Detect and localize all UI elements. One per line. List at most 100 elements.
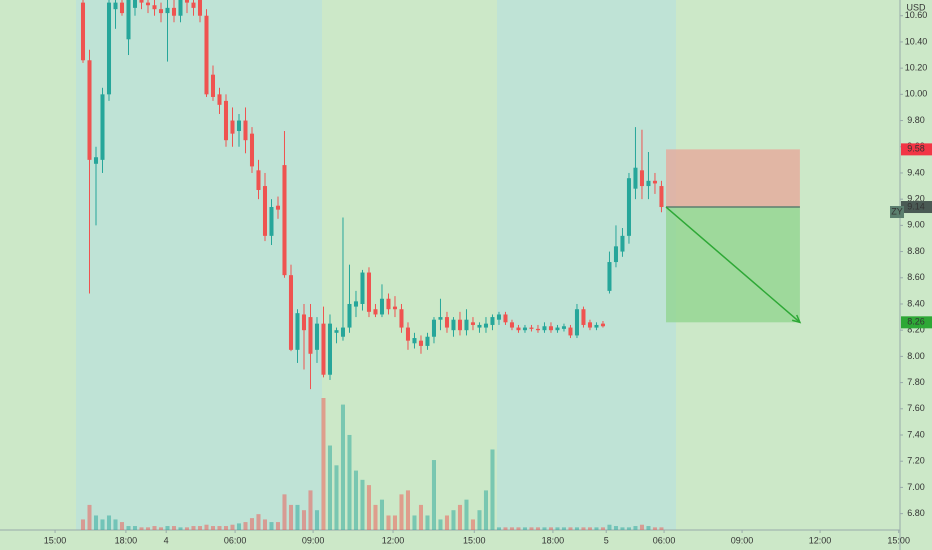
candle-body bbox=[490, 317, 495, 325]
x-tick-label: 15:00 bbox=[44, 535, 67, 545]
volume-bar bbox=[379, 499, 384, 530]
volume-bar bbox=[639, 524, 644, 530]
candle-body bbox=[633, 167, 638, 189]
y-tick-label: 7.20 bbox=[907, 456, 925, 466]
candle-body bbox=[418, 340, 423, 346]
volume-bar bbox=[308, 490, 313, 530]
candle-body bbox=[308, 317, 313, 354]
x-tick-label: 5 bbox=[604, 535, 609, 545]
candle-body bbox=[483, 323, 488, 328]
volume-bar bbox=[405, 490, 410, 530]
session-band bbox=[76, 0, 322, 530]
volume-bar bbox=[236, 523, 242, 530]
candle-body bbox=[314, 323, 320, 350]
volume-bar bbox=[184, 527, 190, 530]
volume-bar bbox=[295, 504, 300, 530]
x-tick-label: 18:00 bbox=[542, 535, 565, 545]
candle-body bbox=[249, 133, 255, 167]
volume-bar bbox=[334, 465, 339, 530]
volume-bar bbox=[529, 527, 534, 530]
volume-bar bbox=[314, 510, 320, 530]
candle-body bbox=[425, 336, 430, 346]
volume-bar bbox=[230, 524, 235, 530]
candle-body bbox=[548, 326, 553, 331]
candle-body bbox=[646, 180, 651, 187]
candle-body bbox=[373, 309, 378, 315]
candle-body bbox=[204, 15, 209, 95]
candle-body bbox=[626, 178, 631, 236]
candle-body bbox=[379, 298, 384, 315]
volume-bar bbox=[113, 519, 118, 530]
volume-bar bbox=[87, 504, 92, 530]
volume-bar bbox=[568, 527, 573, 530]
volume-bar bbox=[373, 504, 378, 530]
y-tick-label: 10.40 bbox=[905, 36, 928, 46]
volume-bar bbox=[555, 527, 560, 530]
x-tick-label: 15:00 bbox=[887, 535, 910, 545]
volume-bar bbox=[360, 479, 365, 530]
volume-bar bbox=[412, 515, 417, 530]
candle-body bbox=[405, 327, 410, 341]
volume-bar bbox=[100, 519, 105, 530]
candle-body bbox=[477, 324, 482, 328]
candle-body bbox=[288, 275, 294, 350]
y-tick-label: 6.80 bbox=[907, 508, 925, 518]
volume-bar bbox=[301, 510, 307, 530]
candle-body bbox=[80, 2, 86, 61]
volume-bar bbox=[652, 527, 657, 530]
candle-body bbox=[516, 327, 521, 331]
candle-body bbox=[561, 326, 566, 329]
volume-bar bbox=[444, 515, 449, 530]
x-tick-label: 18:00 bbox=[115, 535, 138, 545]
volume-bar bbox=[197, 526, 203, 530]
candle-body bbox=[262, 186, 268, 236]
candle-body bbox=[620, 235, 625, 252]
volume-bar bbox=[269, 522, 274, 530]
candle-body bbox=[353, 301, 358, 307]
y-tick-label: 9.80 bbox=[907, 115, 925, 125]
volume-bar bbox=[126, 526, 131, 530]
candle-layer bbox=[80, 0, 664, 390]
candle-body bbox=[321, 323, 326, 375]
volume-bar bbox=[217, 526, 222, 530]
volume-bar bbox=[353, 470, 358, 530]
candle-body bbox=[392, 306, 397, 310]
volume-bar bbox=[256, 514, 261, 530]
target-price-label: 8.26 bbox=[907, 317, 925, 327]
time-axis-background bbox=[0, 530, 900, 550]
candle-body bbox=[256, 170, 261, 190]
candle-body bbox=[542, 326, 547, 331]
candle-body bbox=[587, 322, 592, 328]
candle-body bbox=[568, 327, 573, 336]
volume-bar bbox=[249, 518, 255, 530]
y-tick-label: 9.00 bbox=[907, 220, 925, 230]
candle-body bbox=[386, 298, 391, 310]
volume-bar bbox=[418, 504, 423, 530]
volume-bar bbox=[574, 527, 579, 530]
candle-body bbox=[119, 2, 125, 14]
candle-body bbox=[438, 317, 443, 320]
candle-body bbox=[275, 205, 281, 210]
candle-body bbox=[217, 94, 222, 105]
candle-body bbox=[574, 309, 579, 336]
volume-layer bbox=[80, 398, 664, 530]
candle-body bbox=[100, 94, 105, 160]
x-tick-label: 12:00 bbox=[382, 535, 405, 545]
candle-body bbox=[152, 5, 157, 10]
candle-body bbox=[431, 319, 436, 337]
candle-body bbox=[464, 319, 469, 331]
candle-body bbox=[295, 313, 300, 350]
x-tick-label: 15:00 bbox=[463, 535, 486, 545]
volume-bar bbox=[431, 460, 436, 530]
volume-bar bbox=[366, 485, 371, 530]
volume-bar bbox=[548, 527, 553, 530]
entry-price-label-bg bbox=[901, 201, 932, 214]
candle-body bbox=[243, 120, 248, 141]
candle-body bbox=[535, 328, 540, 331]
session-band bbox=[0, 0, 76, 530]
x-tick-label: 12:00 bbox=[809, 535, 832, 545]
y-tick-label: 8.00 bbox=[907, 351, 925, 361]
volume-bar bbox=[477, 510, 482, 530]
candle-body bbox=[165, 7, 170, 14]
volume-bar bbox=[191, 526, 196, 530]
